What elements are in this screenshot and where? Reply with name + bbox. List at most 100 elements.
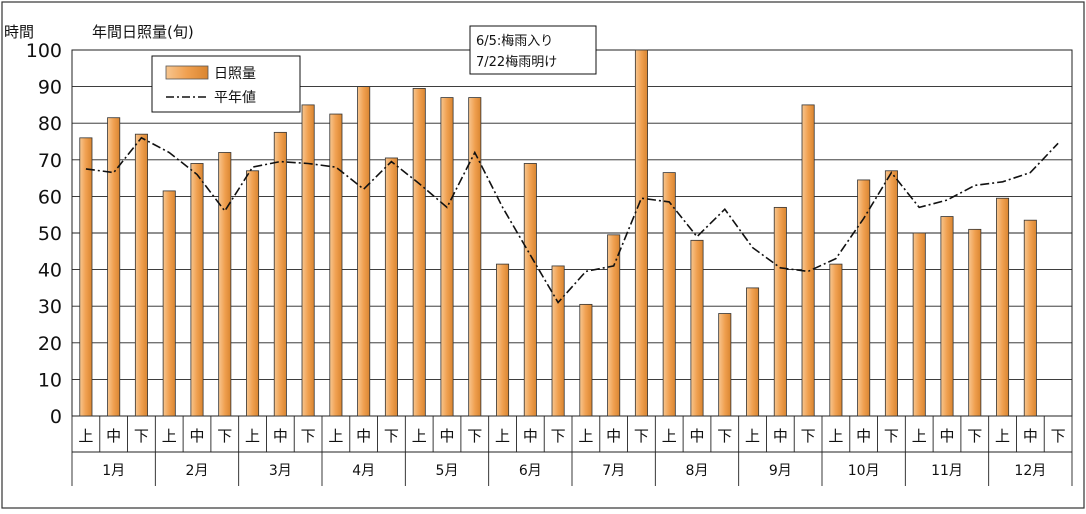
x-tick-label: 下 xyxy=(967,427,982,445)
legend-box xyxy=(151,55,301,113)
x-tick-label: 中 xyxy=(689,427,704,445)
legend-label-line: 平年値 xyxy=(214,90,256,106)
x-tick-label: 下 xyxy=(301,427,316,445)
x-tick-label: 上 xyxy=(745,427,760,445)
x-tick-label: 上 xyxy=(495,427,510,445)
bar xyxy=(412,88,426,417)
bar xyxy=(384,157,398,417)
x-tick-label: 下 xyxy=(884,427,899,445)
x-tick-label: 中 xyxy=(1023,427,1038,445)
annotation-line-1: 6/5:梅雨入り xyxy=(476,34,553,49)
bar xyxy=(329,113,343,417)
bar xyxy=(107,117,121,417)
x-tick-label: 中 xyxy=(606,427,621,445)
x-tick-label: 下 xyxy=(551,427,566,445)
y-tick-label: 50 xyxy=(38,223,62,245)
month-label: 4月 xyxy=(352,463,375,479)
bar xyxy=(579,303,593,417)
bar xyxy=(968,228,982,417)
x-tick-label: 上 xyxy=(412,427,427,445)
bar xyxy=(884,170,898,417)
y-tick-label: 60 xyxy=(38,186,62,208)
x-tick-label: 中 xyxy=(439,427,454,445)
legend-bar-swatch xyxy=(165,65,209,80)
bar xyxy=(79,137,93,417)
x-tick-label: 中 xyxy=(189,427,204,445)
bar xyxy=(1023,219,1037,417)
chart-title: 年間日照量(旬) xyxy=(92,23,194,41)
month-label: 12月 xyxy=(1014,463,1046,479)
x-tick-label: 中 xyxy=(856,427,871,445)
month-label: 5月 xyxy=(436,463,459,479)
y-tick-label: 10 xyxy=(38,369,62,391)
bar xyxy=(218,152,232,417)
month-label: 6月 xyxy=(519,463,542,479)
axis-layer: 0102030405060708090100上中下上中下上中下上中下上中下上中下… xyxy=(26,40,1073,486)
bar xyxy=(301,104,315,417)
month-label: 8月 xyxy=(686,463,709,479)
bar xyxy=(246,170,260,417)
x-tick-label: 下 xyxy=(467,427,482,445)
bar xyxy=(718,313,732,417)
month-label: 10月 xyxy=(848,463,880,479)
x-tick-label: 上 xyxy=(328,427,343,445)
y-tick-label: 0 xyxy=(50,406,62,428)
bar xyxy=(690,239,704,417)
x-tick-label: 上 xyxy=(578,427,593,445)
x-tick-label: 上 xyxy=(828,427,843,445)
bar xyxy=(912,232,926,417)
x-tick-label: 上 xyxy=(245,427,260,445)
x-tick-label: 上 xyxy=(995,427,1010,445)
bar xyxy=(607,234,621,417)
x-tick-label: 下 xyxy=(134,427,149,445)
x-tick-label: 中 xyxy=(273,427,288,445)
x-tick-label: 下 xyxy=(801,427,816,445)
y-axis-label: 時間 xyxy=(4,23,34,41)
x-tick-label: 中 xyxy=(939,427,954,445)
annotation-box: 6/5:梅雨入り 7/22梅雨明け xyxy=(469,25,597,75)
bar xyxy=(746,287,760,417)
y-tick-label: 80 xyxy=(38,113,62,135)
y-tick-label: 70 xyxy=(38,150,62,172)
x-tick-label: 中 xyxy=(106,427,121,445)
legend-label-bar: 日照量 xyxy=(214,66,256,82)
bar xyxy=(551,265,565,417)
bar xyxy=(773,206,787,417)
bar xyxy=(801,104,815,417)
x-tick-label: 中 xyxy=(523,427,538,445)
bar xyxy=(468,97,482,417)
x-tick-label: 中 xyxy=(356,427,371,445)
x-tick-label: 下 xyxy=(1051,427,1066,445)
normal-value-line xyxy=(85,136,1059,304)
bar xyxy=(523,163,537,417)
bar xyxy=(273,131,287,417)
x-tick-label: 下 xyxy=(717,427,732,445)
month-label: 9月 xyxy=(769,463,792,479)
annotation-line-2: 7/22梅雨明け xyxy=(476,55,557,70)
bar xyxy=(496,263,510,417)
x-tick-label: 上 xyxy=(662,427,677,445)
y-tick-label: 40 xyxy=(38,260,62,282)
bar xyxy=(996,197,1010,417)
month-label: 3月 xyxy=(269,463,292,479)
y-tick-label: 90 xyxy=(38,77,62,99)
month-label: 11月 xyxy=(931,463,963,479)
bar xyxy=(134,133,148,417)
bar xyxy=(829,263,843,417)
bar xyxy=(440,97,454,417)
y-tick-label: 100 xyxy=(26,40,62,62)
bar xyxy=(190,163,204,417)
x-tick-label: 上 xyxy=(162,427,177,445)
line-layer xyxy=(85,136,1059,304)
month-label: 1月 xyxy=(102,463,125,479)
legend: 日照量 平年値 xyxy=(151,55,301,113)
month-label: 2月 xyxy=(186,463,209,479)
y-tick-label: 30 xyxy=(38,296,62,318)
month-label: 7月 xyxy=(602,463,625,479)
bars-layer xyxy=(79,49,1037,417)
x-tick-label: 中 xyxy=(773,427,788,445)
x-tick-label: 下 xyxy=(634,427,649,445)
y-tick-label: 20 xyxy=(38,333,62,355)
